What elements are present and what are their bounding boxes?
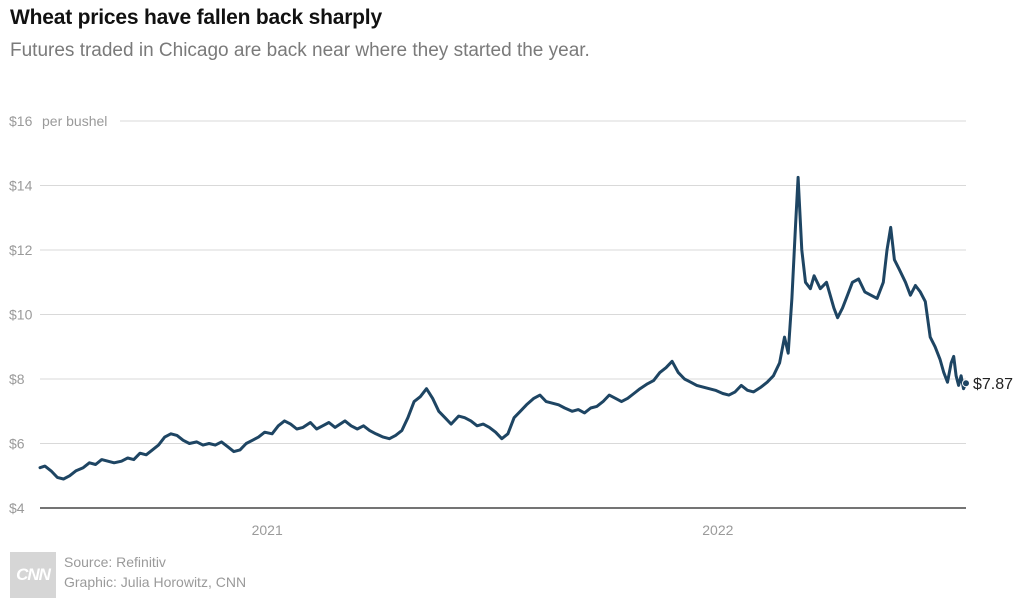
gridlines [40, 120, 966, 444]
source-credit: Source: Refinitiv [64, 554, 166, 570]
chart-subtitle: Futures traded in Chicago are back near … [10, 40, 590, 61]
cnn-logo-text: CNN [16, 565, 51, 584]
series-layer [38, 175, 968, 481]
graphic-credit: Graphic: Julia Horowitz, CNN [64, 574, 247, 590]
chart-title: Wheat prices have fallen back sharply [10, 6, 382, 29]
x-tick-label: 2022 [702, 522, 733, 538]
y-tick-label: $16 [9, 113, 33, 129]
last-value-label: $7.87 [973, 376, 1013, 393]
y-tick-label: $12 [9, 242, 33, 258]
last-value-marker [962, 379, 970, 388]
y-axis-unit-label: per bushel [42, 113, 107, 129]
y-tick-label: $14 [9, 178, 33, 194]
y-tick-label: $8 [9, 371, 25, 387]
series-line [38, 175, 968, 481]
y-tick-label: $10 [9, 307, 33, 323]
cnn-logo: CNN [10, 552, 56, 598]
x-axis-tick-labels: 2021 2022 [252, 522, 734, 538]
y-tick-label: $6 [9, 436, 25, 452]
x-tick-label: 2021 [252, 522, 283, 538]
y-axis-tick-labels: $4 $6 $8 $10 $12 $14 $16 [9, 113, 33, 516]
y-tick-label: $4 [9, 500, 25, 516]
